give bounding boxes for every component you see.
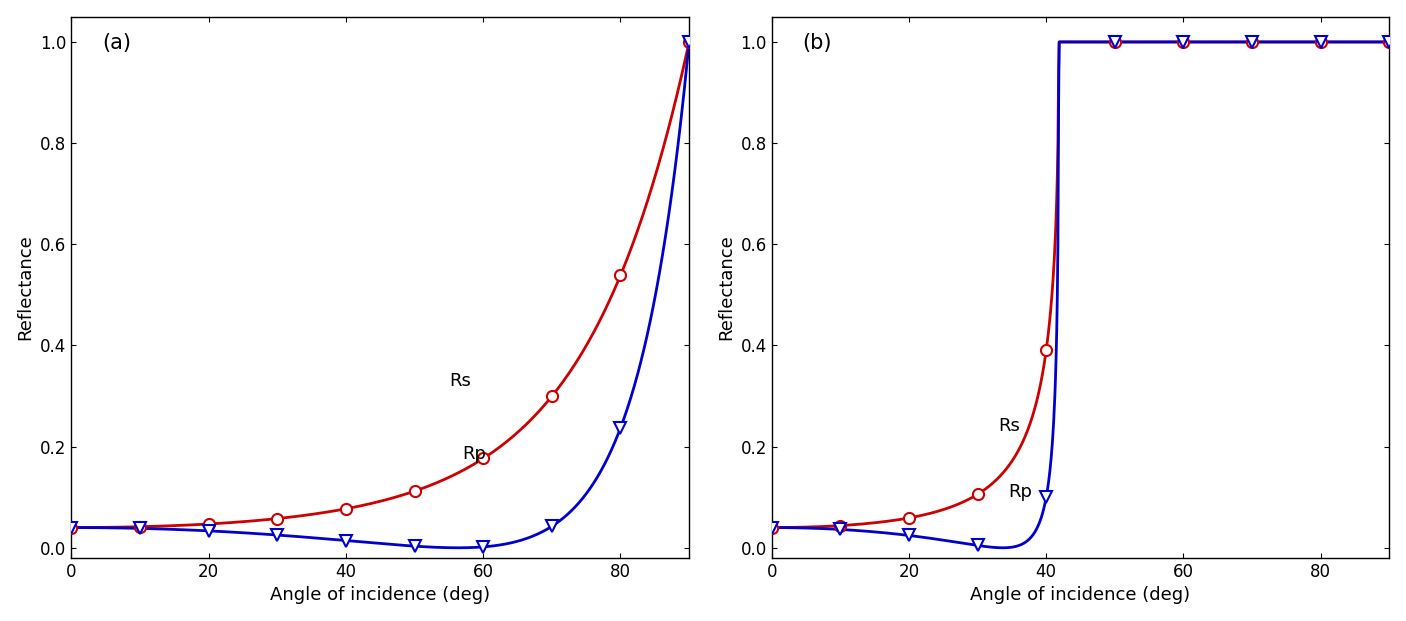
Y-axis label: Reflectance: Reflectance [717, 234, 735, 340]
X-axis label: Angle of incidence (deg): Angle of incidence (deg) [970, 586, 1191, 604]
Text: Rs: Rs [449, 372, 471, 390]
Text: Rp: Rp [1008, 483, 1032, 501]
X-axis label: Angle of incidence (deg): Angle of incidence (deg) [270, 586, 491, 604]
Y-axis label: Reflectance: Reflectance [17, 234, 35, 340]
Text: Rp: Rp [463, 445, 486, 463]
Text: (b): (b) [803, 33, 832, 53]
Text: (a): (a) [103, 33, 131, 53]
Text: Rs: Rs [998, 417, 1019, 435]
